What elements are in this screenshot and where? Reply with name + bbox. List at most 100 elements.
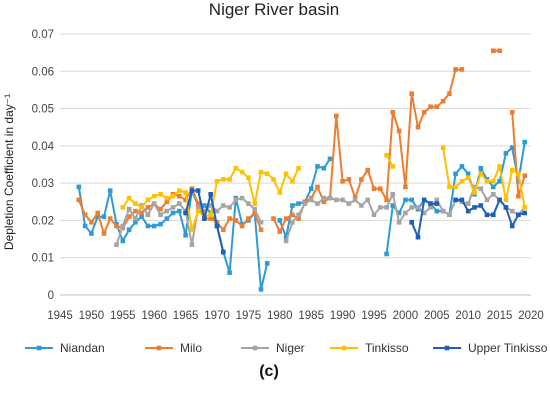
data-point xyxy=(403,184,408,190)
data-point xyxy=(428,104,433,109)
data-point xyxy=(459,164,465,169)
data-point xyxy=(497,48,502,54)
data-point xyxy=(164,195,170,201)
data-point xyxy=(277,190,283,195)
data-point xyxy=(453,184,458,190)
data-point xyxy=(151,193,157,199)
data-point xyxy=(522,139,527,145)
data-point xyxy=(233,197,239,203)
data-point xyxy=(195,205,201,210)
data-point xyxy=(246,216,251,221)
data-point xyxy=(189,188,195,193)
data-point xyxy=(290,212,295,218)
data-point xyxy=(491,48,496,54)
data-point xyxy=(189,242,195,247)
data-point xyxy=(202,208,207,214)
data-point xyxy=(440,98,446,104)
data-point xyxy=(95,210,100,216)
data-point xyxy=(491,192,496,197)
legend-marker xyxy=(341,345,347,351)
data-point xyxy=(214,208,220,214)
data-point xyxy=(101,231,107,236)
data-point xyxy=(509,223,515,229)
data-point xyxy=(139,214,144,219)
data-point xyxy=(283,238,289,244)
data-point xyxy=(252,206,257,212)
data-point xyxy=(327,195,333,201)
data-point xyxy=(214,179,220,184)
data-point xyxy=(183,210,188,216)
data-point xyxy=(264,261,270,266)
data-point xyxy=(177,201,182,206)
data-point xyxy=(107,216,113,221)
legend-label: Tinkisso xyxy=(365,341,409,355)
data-point xyxy=(239,195,245,201)
data-point xyxy=(133,208,138,214)
chart-title: Niger River basin xyxy=(209,0,339,19)
data-point xyxy=(396,220,402,225)
y-tick-label: 0.06 xyxy=(32,66,54,78)
data-point xyxy=(409,197,414,203)
data-point xyxy=(290,179,295,184)
data-point xyxy=(107,188,113,193)
data-point xyxy=(509,208,515,214)
data-point xyxy=(447,91,452,96)
data-point xyxy=(89,220,94,225)
data-point xyxy=(195,201,201,206)
data-point xyxy=(365,167,370,173)
data-point xyxy=(221,227,226,232)
data-point xyxy=(384,251,389,257)
y-axis-ticks: 0 0.01 0.02 0.03 0.04 0.05 0.06 0.07 xyxy=(32,29,55,302)
data-point xyxy=(221,249,226,255)
data-point xyxy=(133,220,138,225)
x-tick-label: 1970 xyxy=(204,310,230,322)
data-point xyxy=(164,216,170,221)
x-tick-label: 1980 xyxy=(267,310,293,322)
data-point xyxy=(183,190,188,195)
data-point xyxy=(497,164,502,169)
data-point xyxy=(516,193,521,199)
data-point xyxy=(428,205,433,210)
data-point xyxy=(89,231,94,236)
data-point xyxy=(202,216,207,221)
data-point xyxy=(516,179,521,184)
data-point xyxy=(82,212,88,218)
data-point xyxy=(434,208,440,214)
data-point xyxy=(221,203,226,208)
data-point xyxy=(126,214,132,219)
data-point xyxy=(359,177,364,182)
data-point xyxy=(258,287,264,292)
data-point xyxy=(258,169,264,175)
data-point xyxy=(346,177,352,182)
data-point xyxy=(264,171,270,177)
data-point xyxy=(239,169,245,175)
data-point xyxy=(415,124,421,130)
data-point xyxy=(327,156,333,162)
data-point xyxy=(509,145,515,150)
data-point xyxy=(403,210,408,216)
data-point xyxy=(396,128,402,134)
data-point xyxy=(509,110,515,115)
data-point xyxy=(384,197,389,203)
data-point xyxy=(246,201,251,206)
data-point xyxy=(484,179,490,184)
data-point xyxy=(183,197,188,203)
data-point xyxy=(139,205,144,210)
data-point xyxy=(133,201,138,206)
data-point xyxy=(371,212,377,218)
x-tick-label: 2005 xyxy=(424,310,450,322)
data-point xyxy=(465,201,471,206)
data-point xyxy=(164,199,170,205)
data-point xyxy=(384,205,389,210)
data-point xyxy=(440,208,446,214)
data-point xyxy=(359,203,364,208)
data-point xyxy=(390,192,396,197)
legend: Niandan Milo Niger Tinkisso Upper Tinkisso xyxy=(25,341,548,355)
data-point xyxy=(145,212,151,218)
data-point xyxy=(415,205,421,210)
data-point xyxy=(509,167,515,173)
data-point xyxy=(258,220,264,225)
x-tick-label: 2015 xyxy=(487,310,513,322)
data-point xyxy=(170,210,176,216)
data-point xyxy=(403,197,408,203)
